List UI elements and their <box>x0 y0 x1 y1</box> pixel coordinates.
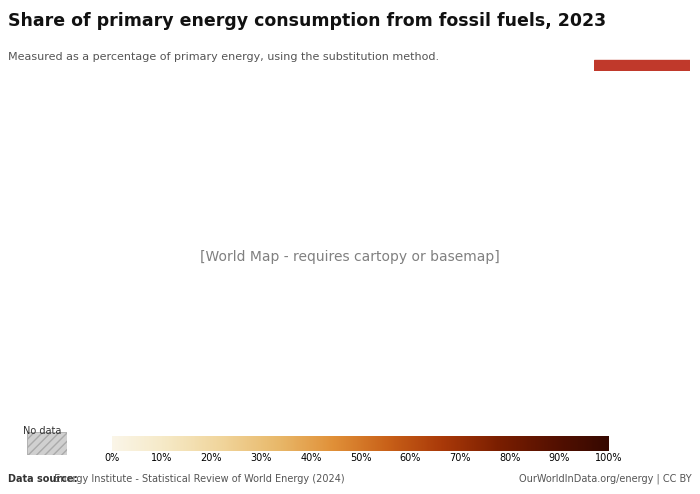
Text: Our World: Our World <box>618 27 666 36</box>
Text: Measured as a percentage of primary energy, using the substitution method.: Measured as a percentage of primary ener… <box>8 52 440 62</box>
Text: in Data: in Data <box>625 43 659 52</box>
Text: No data: No data <box>23 426 62 436</box>
Text: OurWorldInData.org/energy | CC BY: OurWorldInData.org/energy | CC BY <box>519 474 692 484</box>
Text: Energy Institute - Statistical Review of World Energy (2024): Energy Institute - Statistical Review of… <box>51 474 344 484</box>
Text: Data source:: Data source: <box>8 474 78 484</box>
Text: Share of primary energy consumption from fossil fuels, 2023: Share of primary energy consumption from… <box>8 12 606 30</box>
Bar <box>594 60 690 71</box>
Text: [World Map - requires cartopy or basemap]: [World Map - requires cartopy or basemap… <box>200 250 500 264</box>
